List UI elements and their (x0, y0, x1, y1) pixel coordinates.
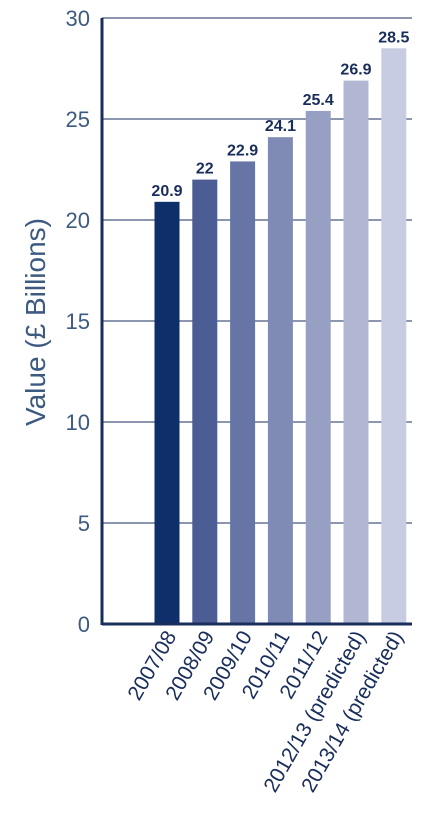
data-label: 20.9 (151, 183, 182, 200)
y-tick-label: 0 (78, 612, 90, 637)
bar (267, 137, 293, 624)
bar (343, 80, 369, 625)
bar (305, 110, 331, 625)
y-tick-labels: 0 5 10 15 20 25 30 (66, 6, 90, 637)
data-label: 24.1 (265, 118, 296, 135)
y-tick-label: 15 (66, 309, 90, 334)
y-tick-label: 10 (66, 410, 90, 435)
data-label: 26.9 (340, 62, 371, 79)
bar (381, 48, 407, 625)
y-tick-label: 25 (66, 107, 90, 132)
y-tick-label: 30 (66, 6, 90, 31)
data-labels: 20.9 22 22.9 24.1 25.4 26.9 28.5 (151, 29, 409, 200)
bars (154, 48, 407, 625)
y-axis-label: Value (£ Billions) (20, 218, 51, 426)
category-labels: 2007/082008/092009/102010/112011/122012/… (123, 627, 408, 796)
bar (230, 161, 256, 625)
bar (154, 201, 180, 624)
bar (192, 179, 218, 624)
y-tick-label: 20 (66, 208, 90, 233)
axes (100, 18, 412, 626)
data-label: 22 (196, 161, 214, 178)
y-tick-label: 5 (78, 511, 90, 536)
data-label: 25.4 (303, 92, 334, 109)
data-label: 22.9 (227, 142, 258, 159)
data-label: 28.5 (378, 29, 409, 46)
